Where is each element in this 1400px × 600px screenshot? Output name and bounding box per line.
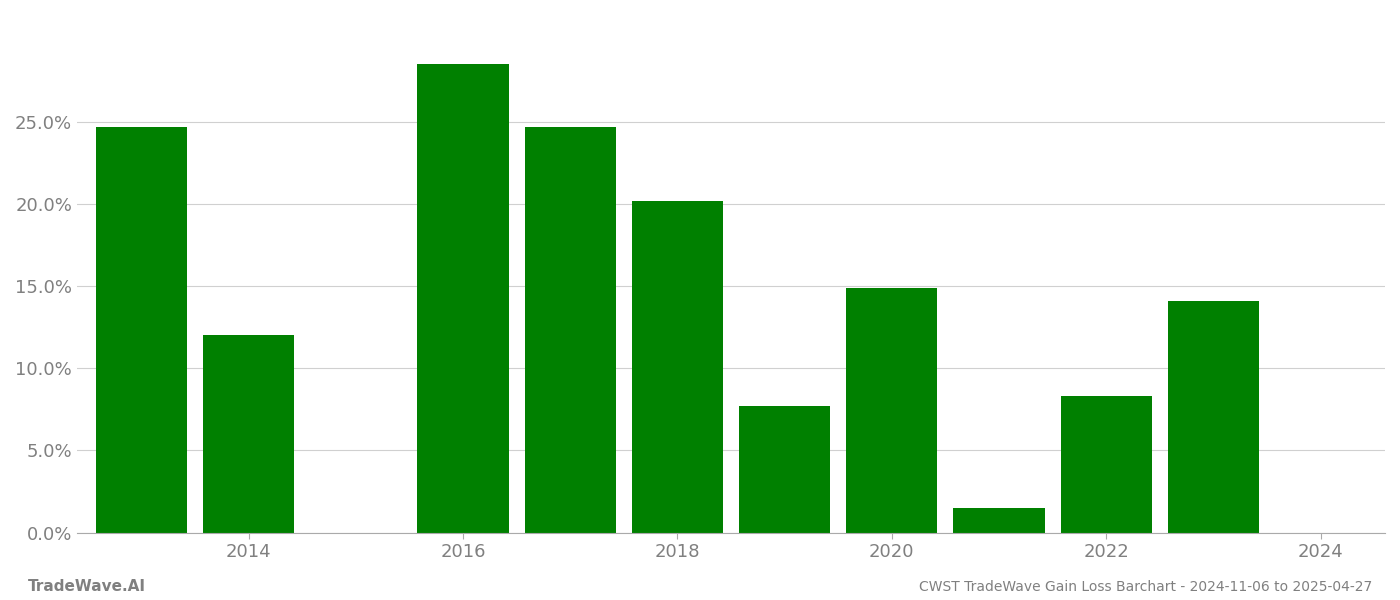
Bar xyxy=(1168,301,1259,533)
Text: CWST TradeWave Gain Loss Barchart - 2024-11-06 to 2025-04-27: CWST TradeWave Gain Loss Barchart - 2024… xyxy=(918,580,1372,594)
Bar xyxy=(739,406,830,533)
Text: TradeWave.AI: TradeWave.AI xyxy=(28,579,146,594)
Bar xyxy=(846,288,938,533)
Bar xyxy=(631,200,722,533)
Bar xyxy=(417,64,508,533)
Bar xyxy=(95,127,186,533)
Bar xyxy=(953,508,1044,533)
Bar xyxy=(203,335,294,533)
Bar xyxy=(525,127,616,533)
Bar xyxy=(1061,396,1152,533)
